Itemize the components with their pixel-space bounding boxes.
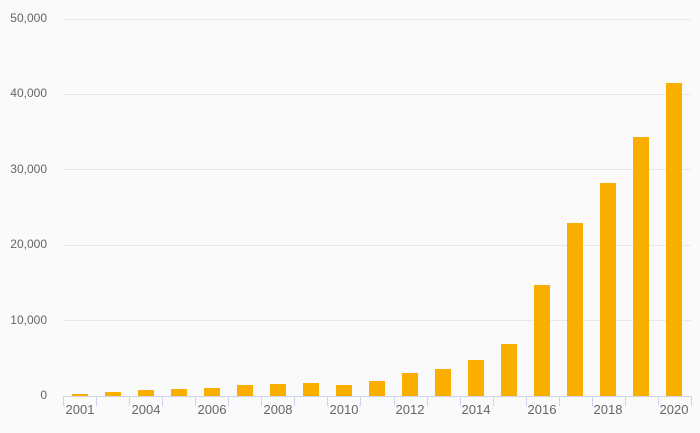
bar-2012[interactable] [402,373,418,396]
x-axis-tick [658,396,659,406]
bar-2014[interactable] [468,360,484,396]
x-axis-tick [559,396,560,406]
y-gridline [63,169,691,171]
x-axis-tick [625,396,626,406]
bar-2020[interactable] [666,83,682,396]
x-axis-tick [526,396,527,406]
y-axis-label: 40,000 [10,86,47,101]
x-axis-label: 2001 [65,402,95,417]
bar-2017[interactable] [567,223,583,396]
y-axis-label: 0 [40,388,47,402]
bar-2016[interactable] [534,285,550,396]
bar-2006[interactable] [204,388,220,396]
y-axis-label: 10,000 [10,312,47,327]
x-axis-label: 2012 [395,402,425,417]
x-axis-tick [394,396,395,406]
x-axis-label: 2016 [527,402,557,417]
bar-2019[interactable] [633,137,649,396]
x-axis-label: 2008 [263,402,293,417]
bar-2008[interactable] [270,384,286,396]
bar-2001[interactable] [72,394,88,396]
y-gridline [63,18,691,20]
bar-2015[interactable] [501,344,517,396]
x-axis-tick [460,396,461,406]
x-axis-tick [493,396,494,406]
x-axis-tick [162,396,163,406]
x-axis-label: 2004 [131,402,161,417]
bar-2007[interactable] [237,385,253,396]
y-gridline [63,320,691,322]
bar-2002[interactable] [105,392,121,396]
bar-2013[interactable] [435,369,451,396]
x-axis-tick [592,396,593,406]
x-axis-tick [327,396,328,406]
x-axis-line [63,396,691,397]
x-axis-label: 2014 [461,402,491,417]
x-axis-label: 2020 [659,402,689,417]
bar-2018[interactable] [600,183,616,396]
x-axis-tick [427,396,428,406]
y-axis-label: 50,000 [10,11,47,25]
x-axis-tick [63,396,64,406]
x-axis-tick [261,396,262,406]
x-axis-label: 2010 [329,402,359,417]
y-gridline [63,244,691,246]
bar-2011[interactable] [369,381,385,396]
x-axis-tick [96,396,97,406]
bar-2005[interactable] [171,389,187,396]
x-axis-tick [294,396,295,406]
x-axis-tick [691,396,692,406]
x-axis-label: 2018 [593,402,623,417]
y-axis-label: 20,000 [10,237,47,252]
y-gridline [63,93,691,95]
x-axis-label: 2006 [197,402,227,417]
y-axis-label: 30,000 [10,161,47,176]
bar-2010[interactable] [336,385,352,396]
x-axis-tick [228,396,229,406]
x-axis-tick [360,396,361,406]
bar-2009[interactable] [303,383,319,396]
x-axis-tick [129,396,130,406]
bar-2004[interactable] [138,390,154,396]
x-axis-tick [195,396,196,406]
